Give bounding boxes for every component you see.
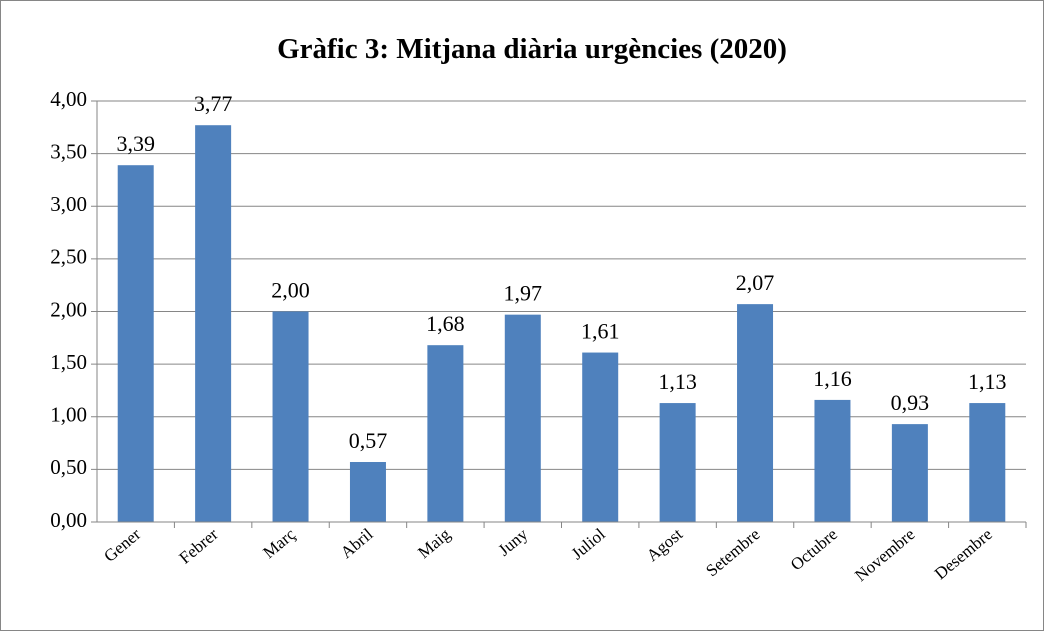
data-label: 1,61 xyxy=(581,319,620,344)
bar xyxy=(969,403,1006,522)
data-label: 2,07 xyxy=(736,270,775,295)
bar xyxy=(659,403,696,522)
data-label: 0,93 xyxy=(891,390,930,415)
y-tick-label: 4,00 xyxy=(50,87,87,111)
bar xyxy=(272,311,309,522)
data-label: 1,68 xyxy=(426,311,465,336)
data-label: 1,16 xyxy=(813,366,852,391)
bar xyxy=(117,165,154,522)
bar xyxy=(195,125,232,523)
bar xyxy=(504,314,541,522)
data-label: 1,97 xyxy=(504,281,543,306)
data-label: 1,13 xyxy=(658,369,697,394)
chart-title: Gràfic 3: Mitjana diària urgències (2020… xyxy=(277,33,787,65)
bar xyxy=(891,424,928,522)
y-tick-label: 3,50 xyxy=(50,139,87,163)
data-label: 3,77 xyxy=(194,91,233,116)
y-tick-label: 2,00 xyxy=(50,297,87,321)
data-label: 2,00 xyxy=(271,278,310,303)
y-tick-label: 0,00 xyxy=(50,508,87,532)
data-label: 0,57 xyxy=(349,428,388,453)
y-tick-label: 2,50 xyxy=(50,245,87,269)
bar xyxy=(349,462,386,522)
data-label: 1,13 xyxy=(968,369,1007,394)
y-tick-label: 1,00 xyxy=(50,403,87,427)
y-tick-label: 1,50 xyxy=(50,350,87,374)
y-tick-label: 0,50 xyxy=(50,455,87,479)
y-tick-label: 3,00 xyxy=(50,192,87,216)
bar xyxy=(582,352,619,522)
bar xyxy=(814,399,851,522)
bar xyxy=(737,304,774,522)
data-label: 3,39 xyxy=(116,131,155,156)
bar xyxy=(427,345,464,522)
